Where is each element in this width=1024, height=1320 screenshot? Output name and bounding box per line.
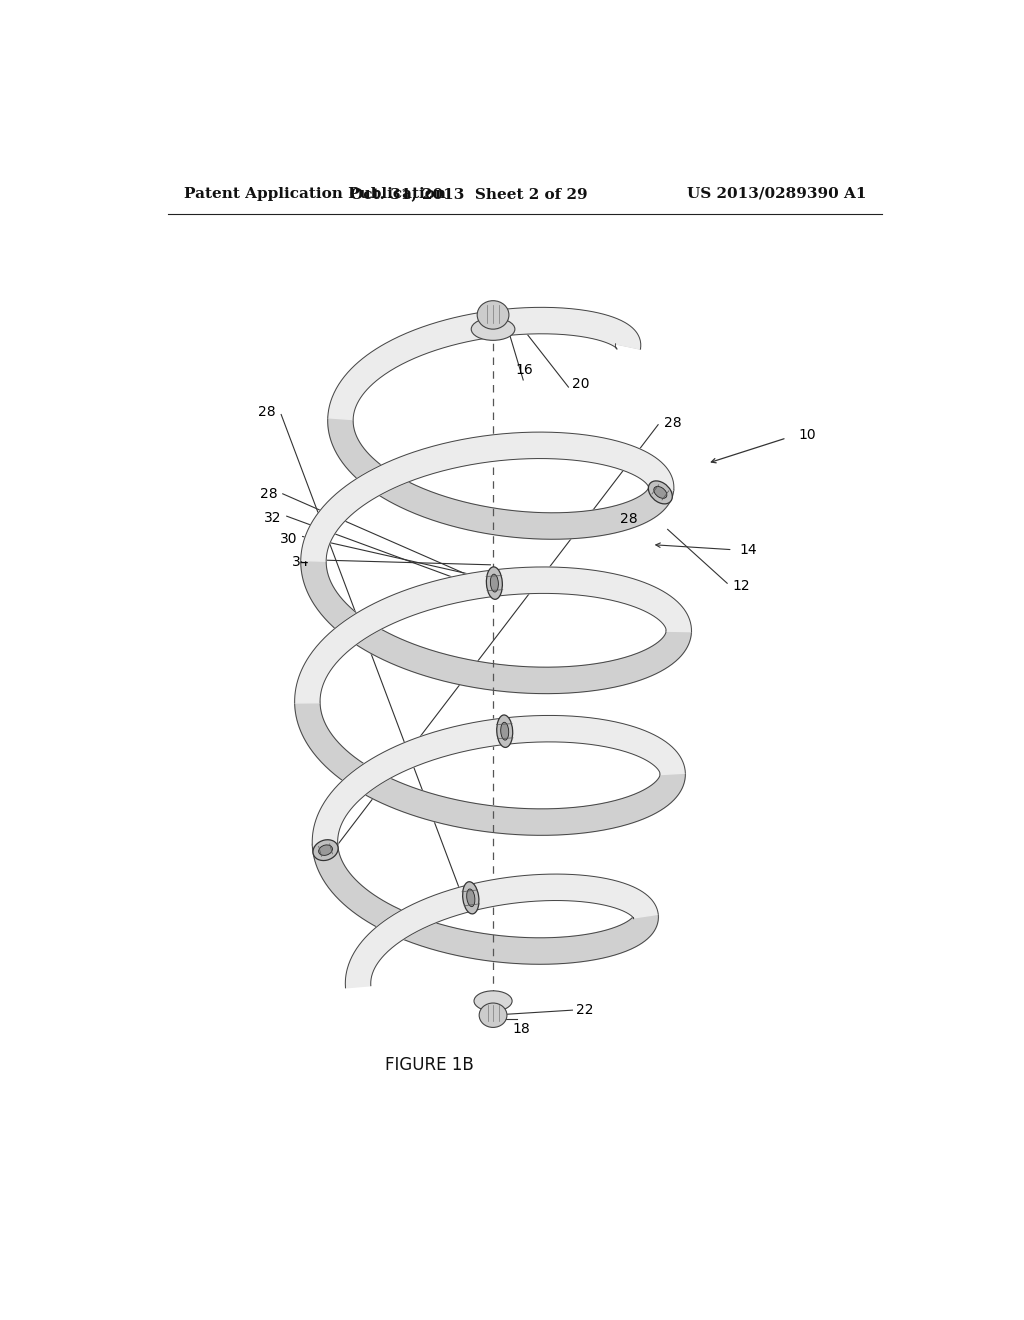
Polygon shape (301, 558, 691, 693)
Text: FIGURE 1B: FIGURE 1B (385, 1056, 474, 1074)
Text: 32: 32 (263, 511, 282, 525)
Ellipse shape (318, 845, 333, 855)
Text: Oct. 31, 2013  Sheet 2 of 29: Oct. 31, 2013 Sheet 2 of 29 (350, 187, 588, 201)
Ellipse shape (497, 715, 513, 747)
Ellipse shape (490, 574, 499, 591)
Polygon shape (295, 701, 685, 836)
Polygon shape (615, 343, 640, 348)
Polygon shape (328, 308, 641, 420)
Ellipse shape (477, 301, 509, 329)
Ellipse shape (653, 487, 667, 499)
Text: 28: 28 (620, 512, 638, 527)
Ellipse shape (313, 840, 338, 861)
Text: Patent Application Publication: Patent Application Publication (183, 187, 445, 201)
Polygon shape (345, 874, 658, 987)
Ellipse shape (479, 1003, 507, 1027)
Text: 10: 10 (799, 428, 816, 442)
Polygon shape (328, 417, 674, 540)
Polygon shape (301, 432, 674, 561)
Ellipse shape (467, 888, 475, 907)
Text: 22: 22 (577, 1003, 594, 1018)
Text: 12: 12 (733, 579, 751, 593)
Text: 16: 16 (516, 363, 534, 378)
Text: 20: 20 (572, 378, 590, 391)
Ellipse shape (471, 318, 515, 341)
Text: 34: 34 (292, 554, 309, 569)
Ellipse shape (474, 991, 512, 1011)
Ellipse shape (648, 480, 673, 504)
Ellipse shape (501, 722, 509, 741)
Text: US 2013/0289390 A1: US 2013/0289390 A1 (686, 187, 866, 201)
Text: 28: 28 (259, 487, 278, 500)
Text: 14: 14 (739, 543, 757, 557)
Polygon shape (312, 715, 685, 845)
Text: 28: 28 (258, 405, 275, 420)
Ellipse shape (486, 566, 503, 599)
Text: 18: 18 (512, 1022, 529, 1036)
Text: 30: 30 (280, 532, 297, 545)
Text: 28: 28 (664, 416, 681, 430)
Ellipse shape (463, 882, 479, 913)
Polygon shape (312, 842, 658, 964)
Polygon shape (295, 568, 691, 704)
